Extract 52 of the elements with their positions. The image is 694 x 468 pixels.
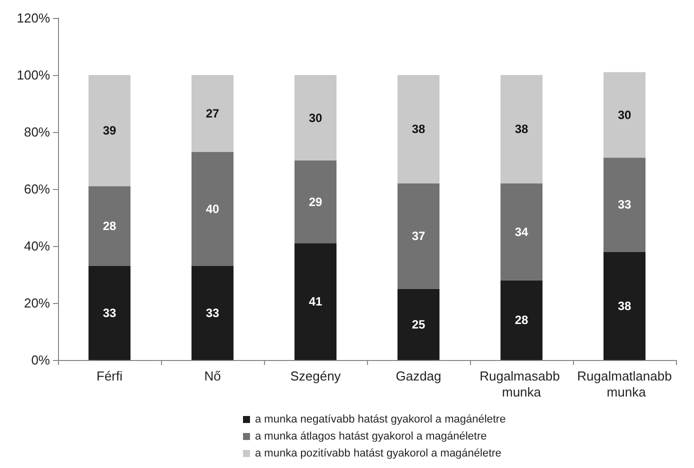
data-label: 30: [618, 108, 632, 122]
y-tick-label: 60%: [24, 182, 50, 196]
x-tick-label: Rugalmasabb munka: [480, 368, 564, 400]
data-label: 40: [206, 202, 220, 216]
bar: [604, 72, 646, 158]
legend-label: a munka negatívabb hatást gyakorol a magánéletre: [255, 414, 506, 426]
data-label: 29: [308, 194, 322, 209]
x-tick-label: Férfi: [96, 368, 123, 384]
y-tick-label: 100%: [16, 68, 50, 82]
data-label: 37: [412, 229, 426, 244]
y-tick-label: 20%: [24, 296, 50, 310]
bar: [192, 152, 234, 266]
data-label: 38: [514, 122, 528, 136]
legend-label: a munka átlagos hatást gyakorol a magánéletre: [255, 430, 487, 442]
bar: [604, 252, 646, 360]
y-tick-label: 120%: [16, 10, 50, 26]
bar: [500, 280, 542, 360]
data-label: 30: [308, 110, 322, 125]
data-label: 38: [618, 298, 632, 313]
data-label: 38: [412, 122, 426, 136]
x-tick-label: Nő: [204, 368, 221, 384]
data-label: 25: [412, 317, 426, 332]
y-tick-label: 80%: [24, 124, 50, 140]
y-tick-label: 40%: [24, 238, 50, 254]
y-tick-label: 0%: [31, 352, 50, 368]
bar: [294, 75, 336, 160]
bar: [88, 186, 130, 266]
bar: [398, 183, 440, 289]
bar: [604, 158, 646, 252]
x-tick-label: Rugalmatlanabb munka: [577, 368, 672, 400]
bar: [294, 160, 336, 244]
bar: [294, 243, 336, 360]
x-tick-label: Gazdag: [396, 368, 442, 384]
data-label: 33: [618, 198, 632, 212]
x-tick-label: Szegény: [290, 368, 342, 384]
data-label: 28: [102, 219, 116, 234]
bar: [192, 266, 234, 360]
bar: [88, 75, 130, 186]
bar: [398, 75, 440, 184]
bar: [500, 183, 542, 280]
bar: [192, 75, 234, 152]
data-label: 33: [102, 306, 116, 320]
bar: [88, 266, 130, 360]
data-label: 41: [308, 294, 322, 309]
data-label: 39: [102, 124, 116, 138]
bar: [500, 75, 542, 184]
data-label: 34: [514, 224, 528, 239]
data-label: 33: [206, 306, 220, 320]
data-label: 28: [514, 313, 528, 328]
data-label: 27: [206, 106, 220, 120]
legend-label: a munka pozitívabb hatást gyakorol a magánéletre: [255, 448, 502, 460]
bar: [398, 288, 440, 360]
